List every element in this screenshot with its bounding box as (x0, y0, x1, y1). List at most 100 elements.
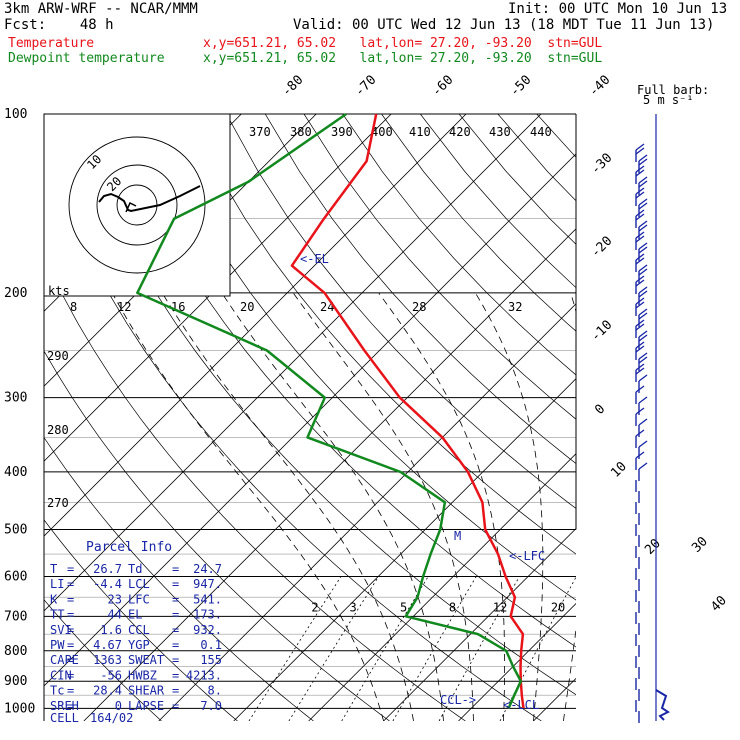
wind-barb-flag (638, 308, 648, 316)
theta-tick-label: 420 (449, 125, 471, 139)
mixing-ratio-line (438, 576, 520, 721)
wind-barb-flag (635, 231, 645, 239)
parcel-equals: = (67, 592, 74, 606)
wind-barb-flag (638, 264, 648, 272)
parcel-equals: = (172, 592, 179, 606)
temperature-tick-label: 20 (642, 536, 664, 558)
hodograph-scale-label: 8 (70, 300, 77, 314)
wind-barb-flag (638, 330, 648, 338)
dewpoint-legend-label: Dewpoint temperature (8, 51, 165, 66)
wind-barb-flag (635, 253, 645, 261)
parcel-param-value: 0 (115, 699, 122, 713)
wind-barb-flag (638, 268, 648, 276)
cell-label: CELL (50, 711, 79, 725)
pressure-tick-label: 1000 (4, 701, 35, 716)
isotherm-line (44, 153, 576, 687)
mixing-ratio-label: 3 (350, 600, 357, 614)
wind-barb-flag (638, 224, 648, 232)
wind-barb-flag (635, 209, 645, 217)
isotherm-line (44, 114, 542, 612)
wind-barb-flag (638, 440, 648, 448)
temperature-tick-label: -60 (429, 73, 456, 100)
wind-barb-flag (635, 297, 645, 305)
parcel-param-name: EL (128, 608, 142, 622)
dry-adiabat-line (458, 114, 576, 245)
isotherm-line (608, 114, 740, 721)
annotation-label: <-LFC (509, 549, 545, 563)
parcel-param-name: TT (50, 608, 64, 622)
parcel-param-name: T (50, 562, 57, 576)
wind-barb-flag (635, 191, 645, 199)
wind-barb-flag (635, 319, 645, 327)
parcel-param-name: Td (128, 562, 142, 576)
parcel-param-value: 23 (108, 592, 122, 606)
dry-adiabat-line (614, 114, 740, 721)
parcel-param-value: 4213. (186, 668, 222, 682)
parcel-info-title: Parcel Info (86, 540, 172, 555)
moist-adiabat-line (111, 292, 384, 721)
wind-barb-flag (635, 301, 645, 309)
wind-barb-flag (635, 235, 645, 243)
parcel-equals: = (172, 668, 179, 682)
parcel-param-name: PW (50, 638, 65, 652)
wind-barb-flag (638, 158, 648, 166)
mixing-ratio-line (248, 576, 342, 721)
mixing-ratio-line (288, 576, 379, 721)
dry-adiabat-line (226, 114, 576, 509)
parcel-param-name: LCL (128, 577, 150, 591)
mixing-ratio-label: 5 (400, 600, 407, 614)
dewpoint-location-info: x,y=651.21, 65.02 lat,lon= 27.20, -93.20… (203, 51, 603, 66)
parcel-equals: = (67, 608, 74, 622)
wind-barb-flag (635, 143, 645, 151)
pressure-tick-label: 800 (4, 644, 27, 659)
dry-adiabat-line (148, 114, 576, 601)
init-time: Init: 00 UTC Mon 10 Jun 13 (508, 1, 728, 17)
barb-legend-title: Full barb: (637, 83, 709, 97)
temperature-profile (290, 113, 525, 709)
pressure-tick-label: 300 (4, 391, 27, 406)
parcel-param-name: K (50, 592, 58, 606)
isotherm-line (233, 378, 576, 721)
parcel-equals: = (67, 577, 74, 591)
mixing-ratio-line (341, 576, 429, 721)
sounding-profiles (136, 112, 525, 709)
pressure-tick-label: 400 (4, 465, 27, 480)
dry-adiabat-line (420, 114, 576, 289)
parcel-param-value: 0.1 (200, 638, 222, 652)
annotation-label: CCL-> (440, 693, 476, 707)
wind-barb-flag (638, 290, 648, 298)
parcel-param-value: 28.4 (93, 684, 122, 698)
parcel-param-value: 932. (193, 623, 222, 637)
dry-adiabat-line (303, 114, 576, 420)
dry-adiabat-line (109, 114, 576, 648)
temperature-tick-label: -50 (507, 73, 534, 100)
wind-barb-flag (638, 312, 648, 320)
parcel-param-value: 947. (193, 577, 222, 591)
wind-barb-flag (635, 345, 645, 353)
wind-barb-flag (635, 341, 645, 349)
theta-side-label: 280 (47, 423, 69, 437)
dry-adiabat-line (44, 599, 162, 721)
mixing-ratio-label: 20 (551, 600, 565, 614)
dry-adiabat-lines (44, 114, 740, 721)
parcel-param-name: CIN (50, 668, 72, 682)
theta-side-label: 270 (47, 496, 69, 510)
mixing-ratio-lines (248, 576, 576, 721)
temperature-tick-label: -40 (586, 73, 613, 100)
temperature-tick-label: -10 (588, 318, 615, 345)
wind-barb-flag (638, 246, 648, 254)
theta-side-label: 290 (47, 349, 69, 363)
wind-barb-flag (635, 363, 645, 371)
parcel-equals: = (67, 699, 74, 713)
pressure-tick-label: 700 (4, 609, 27, 624)
moist-adiabat-lines (111, 292, 576, 721)
parcel-param-name: LI (50, 577, 64, 591)
mixing-ratio-label: 8 (449, 600, 456, 614)
parcel-equals: = (172, 699, 179, 713)
wind-barb-flag (635, 367, 645, 375)
parcel-param-value: 155 (200, 653, 222, 667)
dry-adiabat-line (187, 114, 576, 555)
annotation-label: M (454, 529, 461, 543)
parcel-param-name: SWEAT (128, 653, 164, 667)
